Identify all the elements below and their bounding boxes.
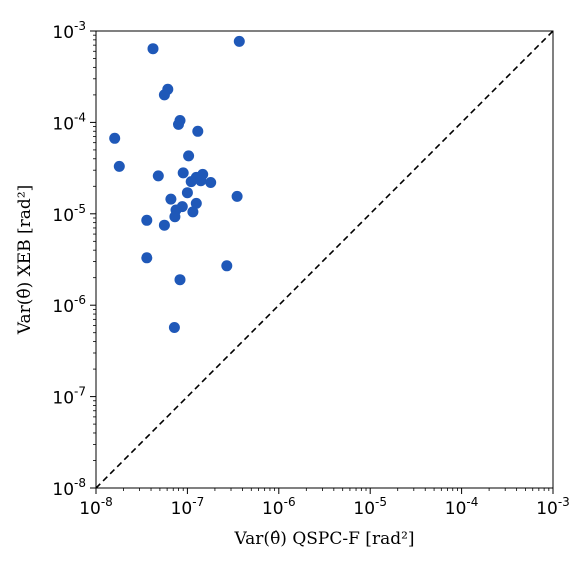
data-point-28 [141, 252, 153, 264]
y-tick-label-5: 10-4 [52, 110, 86, 134]
data-point-29 [221, 260, 233, 272]
plot-area [95, 30, 554, 489]
data-point-6 [173, 118, 184, 130]
y-tick-label-1: 10-8 [52, 476, 86, 500]
data-point-18 [181, 187, 193, 199]
y-axis-ticks: 10-8 10-7 10-6 10-5 10-4 10-3 [52, 19, 96, 500]
data-point-27 [158, 219, 170, 231]
data-points [109, 35, 245, 333]
data-point-16 [195, 175, 207, 187]
data-point-24 [187, 206, 199, 218]
data-point-12 [152, 170, 164, 182]
x-tick-label-2: 10-7 [171, 495, 205, 519]
data-point-20 [165, 193, 177, 205]
data-point-17 [205, 177, 217, 188]
y-tick-label-4: 10-5 [52, 202, 86, 226]
x-tick-label-1: 10-8 [79, 495, 113, 519]
x-tick-label-5: 10-4 [445, 495, 479, 519]
data-point-2 [233, 35, 245, 47]
x-tick-label-4: 10-5 [353, 495, 387, 519]
data-point-4 [158, 89, 170, 101]
data-point-19 [231, 190, 243, 202]
data-point-10 [113, 160, 125, 172]
data-point-15 [185, 176, 197, 188]
x-axis-label: Var(θ̂) QSPC-F [rad²] [233, 529, 414, 549]
y-tick-label-2: 10-7 [52, 385, 86, 409]
data-point-7 [192, 125, 204, 137]
data-point-31 [168, 322, 180, 333]
data-point-21 [190, 197, 202, 209]
y-tick-label-6: 10-3 [52, 19, 86, 43]
data-point-30 [174, 274, 186, 286]
x-tick-label-3: 10-6 [262, 495, 296, 519]
plot-frame [95, 30, 554, 489]
reference-diagonal-line [95, 30, 554, 489]
y-axis-label: Var(θ̂) XEB [rad²] [15, 185, 35, 336]
data-point-25 [169, 211, 181, 223]
data-point-11 [177, 167, 189, 179]
y-tick-label-3: 10-6 [52, 293, 86, 317]
x-tick-label-6: 10-3 [536, 495, 570, 519]
data-point-26 [141, 214, 153, 226]
data-point-8 [109, 132, 121, 144]
data-point-1 [147, 43, 159, 55]
x-axis-ticks: 10-8 10-7 10-6 10-5 10-4 10-3 [79, 488, 570, 519]
data-point-9 [183, 150, 195, 162]
